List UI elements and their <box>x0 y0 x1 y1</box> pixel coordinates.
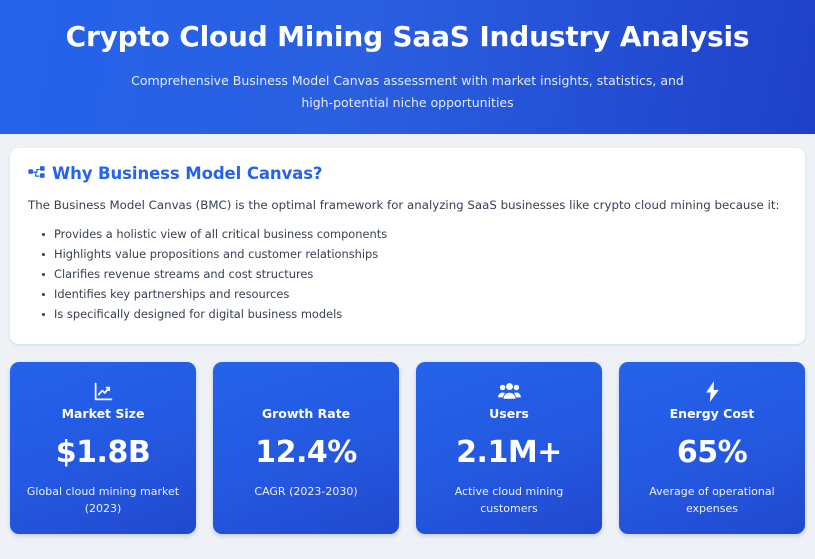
stats-row: Market Size $1.8B Global cloud mining ma… <box>10 362 805 534</box>
list-item: Clarifies revenue streams and cost struc… <box>42 267 787 287</box>
list-item: Is specifically designed for digital bus… <box>42 307 787 327</box>
list-item: Highlights value propositions and custom… <box>42 247 787 267</box>
stat-description: Average of operational expenses <box>649 485 775 515</box>
page-subtitle: Comprehensive Business Model Canvas asse… <box>131 72 684 110</box>
page-title: Crypto Cloud Mining SaaS Industry Analys… <box>65 19 750 53</box>
stat-description: Active cloud mining customers <box>454 485 564 515</box>
users-icon <box>497 380 521 402</box>
page-header: Crypto Cloud Mining SaaS Industry Analys… <box>0 0 815 134</box>
stat-value: 65% <box>676 435 748 470</box>
stat-card-users: Users 2.1M+ Active cloud mining customer… <box>416 362 602 534</box>
stat-label: Users <box>489 406 529 421</box>
stat-label: Growth Rate <box>261 406 351 421</box>
why-bmc-title: Why Business Model Canvas? <box>52 164 323 183</box>
stat-label: Energy Cost <box>669 406 755 421</box>
stat-card-market-size: Market Size $1.8B Global cloud mining ma… <box>10 362 196 534</box>
stat-value: 2.1M+ <box>456 435 562 470</box>
why-bmc-bullet-list: Provides a holistic view of all critical… <box>28 227 787 326</box>
chart-line-icon <box>93 380 114 402</box>
stat-description: CAGR (2023-2030) <box>254 485 358 498</box>
stat-card-growth-rate: Growth Rate 12.4% CAGR (2023-2030) <box>213 362 399 534</box>
sitemap-icon <box>28 165 45 182</box>
stat-value: $1.8B <box>55 435 151 470</box>
stat-value: 12.4% <box>255 435 357 470</box>
stat-card-energy-cost: Energy Cost 65% Average of operational e… <box>619 362 805 534</box>
page-body: Why Business Model Canvas? The Business … <box>0 134 815 534</box>
why-bmc-card: Why Business Model Canvas? The Business … <box>10 148 805 344</box>
list-item: Provides a holistic view of all critical… <box>42 227 787 247</box>
why-bmc-header: Why Business Model Canvas? <box>28 164 787 183</box>
bolt-icon <box>705 380 720 402</box>
list-item: Identifies key partnerships and resource… <box>42 287 787 307</box>
stat-description: Global cloud mining market (2023) <box>26 485 180 515</box>
why-bmc-lead: The Business Model Canvas (BMC) is the o… <box>28 198 780 212</box>
stat-label: Market Size <box>61 406 145 421</box>
